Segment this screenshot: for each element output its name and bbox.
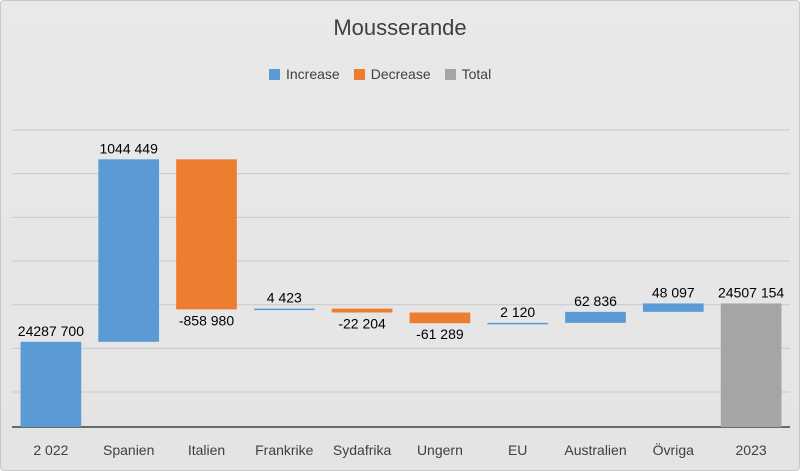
legend-swatch-total bbox=[444, 68, 456, 80]
data-label-3: 4 423 bbox=[267, 290, 302, 306]
x-tick-label-8: Övriga bbox=[653, 441, 694, 458]
bar-4 bbox=[331, 308, 393, 313]
data-label-7: 62 836 bbox=[574, 293, 617, 309]
legend-swatch-decrease bbox=[353, 68, 365, 80]
chart-title: Mousserande bbox=[333, 15, 467, 40]
data-label-2: -858 980 bbox=[179, 312, 234, 328]
bar-6 bbox=[487, 322, 549, 325]
data-label-6: 2 120 bbox=[500, 304, 535, 320]
x-tick-label-9: 2023 bbox=[736, 442, 767, 458]
legend-item-increase: Increase bbox=[269, 66, 340, 82]
data-label-5: -61 289 bbox=[416, 326, 464, 342]
bar-8 bbox=[642, 303, 704, 312]
data-label-9: 24507 154 bbox=[718, 284, 784, 300]
bar-9 bbox=[720, 303, 782, 427]
x-tick-label-3: Frankrike bbox=[255, 442, 314, 458]
legend-swatch-increase bbox=[269, 68, 280, 80]
bar-7 bbox=[565, 311, 626, 323]
bar-3 bbox=[253, 308, 315, 311]
data-label-8: 48 097 bbox=[652, 284, 695, 300]
x-tick-label-2: Italien bbox=[188, 442, 225, 458]
bar-5 bbox=[409, 312, 471, 324]
legend-item-decrease: Decrease bbox=[353, 66, 431, 82]
legend-label-decrease: Decrease bbox=[370, 66, 431, 82]
x-tick-label-6: EU bbox=[508, 442, 527, 458]
data-label-0: 24287 700 bbox=[18, 323, 84, 339]
legend-label-increase: Increase bbox=[286, 66, 340, 82]
data-label-4: -22 204 bbox=[338, 315, 386, 331]
x-tick-label-5: Ungern bbox=[417, 442, 463, 458]
bar-2 bbox=[176, 159, 237, 310]
data-label-1: 1044 449 bbox=[99, 140, 158, 156]
legend-label-total: Total bbox=[461, 66, 492, 82]
legend-item-total: Total bbox=[444, 66, 492, 82]
bar-0 bbox=[20, 341, 82, 427]
x-tick-label-4: Sydafrika bbox=[333, 442, 392, 458]
x-tick-label-0: 2 022 bbox=[33, 442, 68, 458]
x-tick-label-1: Spanien bbox=[103, 442, 154, 458]
bar-1 bbox=[98, 159, 160, 342]
legend: Increase Decrease Total bbox=[269, 63, 491, 85]
x-tick-label-7: Australien bbox=[564, 442, 626, 458]
